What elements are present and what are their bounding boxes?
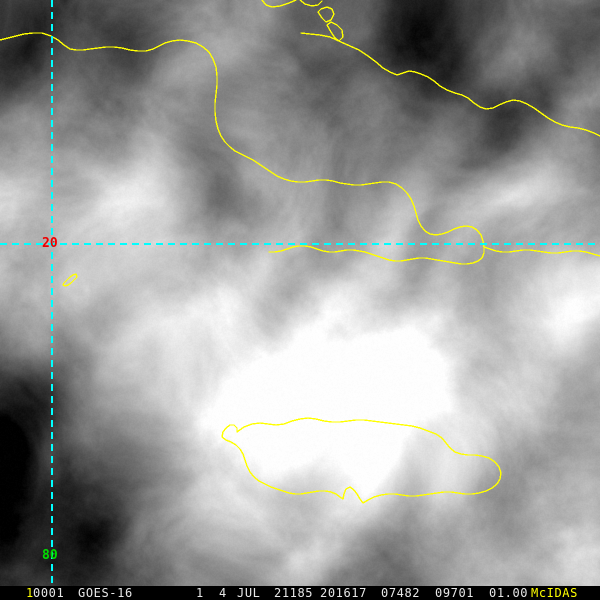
- coastline-cayman-islands: [62, 273, 78, 287]
- status-frame-marker: 1: [26, 586, 34, 600]
- coastline-cuba-south: [0, 32, 485, 265]
- status-element-coordinate: 09701: [435, 586, 475, 600]
- status-resolution: 01.00: [489, 586, 529, 600]
- coastline-cuba-north: [261, 0, 600, 137]
- status-satellite-name: GOES-16: [78, 586, 133, 600]
- longitude-label-80: 80: [42, 548, 58, 563]
- status-band-number: 1: [196, 586, 204, 600]
- status-mcidas-brand: McIDAS: [531, 586, 578, 600]
- status-line-coordinate: 07482: [381, 586, 421, 600]
- status-time: 201617: [320, 586, 367, 600]
- status-month: JUL: [237, 586, 261, 600]
- coastline-cuba-southeast: [483, 246, 600, 257]
- status-day: 4: [219, 586, 227, 600]
- status-julian-date: 21185: [274, 586, 314, 600]
- status-frame-number: 0001: [33, 586, 65, 600]
- status-bar: 1 0001 GOES-16 1 4 JUL 21185 201617 0748…: [0, 586, 600, 600]
- coastline-jamaica: [221, 417, 502, 504]
- latitude-label-20: 20: [42, 236, 58, 251]
